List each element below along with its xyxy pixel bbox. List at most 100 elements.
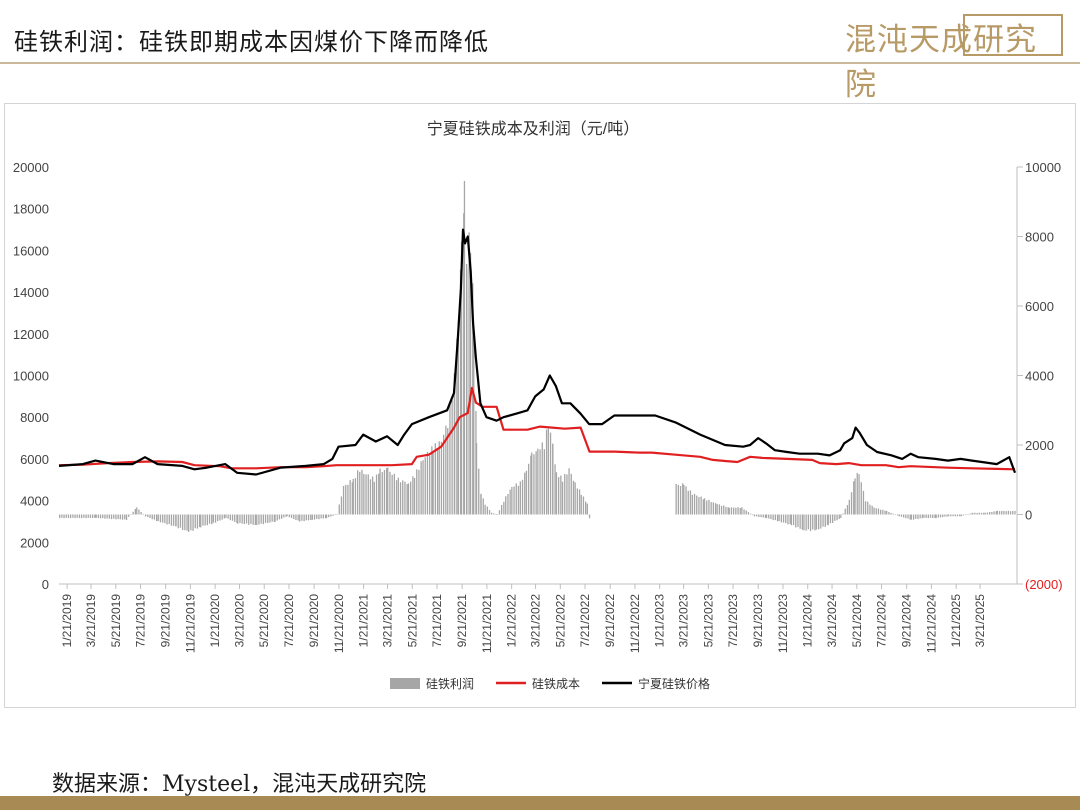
profit-bar xyxy=(480,494,482,515)
profit-bar xyxy=(351,482,353,515)
profit-bar xyxy=(720,505,723,515)
profit-bar xyxy=(200,514,202,528)
profit-bar xyxy=(345,484,347,515)
y-left-tick-label: 18000 xyxy=(13,202,49,217)
profit-bar xyxy=(691,494,693,515)
profit-bar xyxy=(416,469,418,515)
profit-bar xyxy=(735,507,737,515)
profit-bar xyxy=(886,510,888,515)
profit-bar xyxy=(983,512,985,515)
profit-bar xyxy=(934,514,936,518)
x-tick-label: 3/21/2021 xyxy=(381,594,395,648)
profit-bar xyxy=(950,514,952,517)
profit-bar xyxy=(431,446,433,515)
profit-bar xyxy=(369,479,372,515)
profit-bar xyxy=(537,448,539,515)
profit-bar xyxy=(468,232,470,515)
profit-bar xyxy=(334,514,336,515)
profit-bar xyxy=(157,514,159,521)
profit-bar xyxy=(552,443,554,515)
profit-bar xyxy=(946,514,948,517)
profit-bar xyxy=(570,473,572,515)
profit-bar xyxy=(192,514,194,531)
profit-bar xyxy=(693,493,696,515)
profit-bar xyxy=(491,512,493,515)
profit-bar xyxy=(153,514,156,520)
profit-bar xyxy=(580,494,582,515)
profit-bar xyxy=(352,479,354,515)
profit-bar xyxy=(367,474,369,515)
profit-bar xyxy=(959,514,961,517)
profit-bar xyxy=(310,514,312,520)
profit-bar xyxy=(706,500,708,515)
profit-bar xyxy=(1001,511,1003,515)
profit-bar xyxy=(102,514,104,519)
profit-bar xyxy=(252,514,254,525)
profit-bar xyxy=(733,507,735,515)
profit-bar xyxy=(867,501,869,515)
x-tick-label: 1/21/2023 xyxy=(653,594,667,648)
profit-bar xyxy=(980,512,983,515)
profit-bar xyxy=(515,483,517,515)
profit-bar xyxy=(799,514,801,529)
profit-bar xyxy=(521,479,524,515)
profit-bar xyxy=(78,514,81,518)
profit-bar xyxy=(121,514,124,520)
y-right-tick-label: (2000) xyxy=(1025,577,1063,592)
profit-bar xyxy=(186,514,188,531)
profit-bar xyxy=(206,514,208,526)
profit-bar xyxy=(65,514,67,518)
profit-bar xyxy=(260,514,262,524)
profit-bar xyxy=(175,514,177,527)
profit-bar xyxy=(484,504,486,515)
profit-bar xyxy=(357,470,359,515)
profit-bar xyxy=(894,514,897,515)
legend: 硅铁利润 硅铁成本 宁夏硅铁价格 xyxy=(390,676,710,691)
y-left-tick-label: 12000 xyxy=(13,327,49,342)
profit-bar xyxy=(303,514,305,522)
profit-bar xyxy=(826,514,829,525)
profit-bar xyxy=(801,514,803,530)
profit-bar xyxy=(547,428,549,515)
profit-bar xyxy=(834,514,836,521)
profit-bar xyxy=(962,514,965,516)
profit-bar xyxy=(753,514,756,517)
profit-bar xyxy=(74,514,76,519)
y-left-tick-label: 16000 xyxy=(13,243,49,258)
profit-bar xyxy=(533,454,535,515)
profit-bar xyxy=(410,481,412,515)
header-divider xyxy=(0,62,1080,64)
profit-bar xyxy=(929,514,932,518)
profit-bar xyxy=(256,514,258,526)
profit-bar xyxy=(418,469,420,515)
profit-bar xyxy=(919,514,921,519)
profit-bar xyxy=(299,514,301,522)
profit-bar xyxy=(110,514,113,520)
profit-bar xyxy=(989,512,991,515)
profit-bar xyxy=(528,463,530,515)
profit-bar xyxy=(397,477,399,515)
profit-bar xyxy=(860,482,862,515)
profit-bar xyxy=(245,514,248,524)
profit-bar xyxy=(764,514,767,518)
profit-bar xyxy=(454,375,456,515)
profit-bar xyxy=(338,504,340,515)
profit-bar xyxy=(789,514,791,524)
profit-bar xyxy=(925,514,927,518)
x-tick-label: 9/21/2023 xyxy=(751,594,765,648)
profit-bar xyxy=(225,514,227,519)
profit-bar xyxy=(104,514,106,519)
x-tick-label: 9/21/2022 xyxy=(603,594,617,648)
profit-bar xyxy=(737,507,739,515)
profit-bar xyxy=(976,512,978,515)
profit-bar xyxy=(391,474,393,515)
profit-bar xyxy=(558,477,560,515)
profit-bar xyxy=(320,514,322,519)
x-tick-label: 5/21/2019 xyxy=(109,594,123,648)
profit-bar xyxy=(944,514,946,517)
profit-bar xyxy=(459,269,462,515)
profit-bar xyxy=(880,509,882,515)
profit-bar xyxy=(373,481,375,515)
profit-bar xyxy=(336,514,338,515)
profit-bar xyxy=(211,514,213,525)
